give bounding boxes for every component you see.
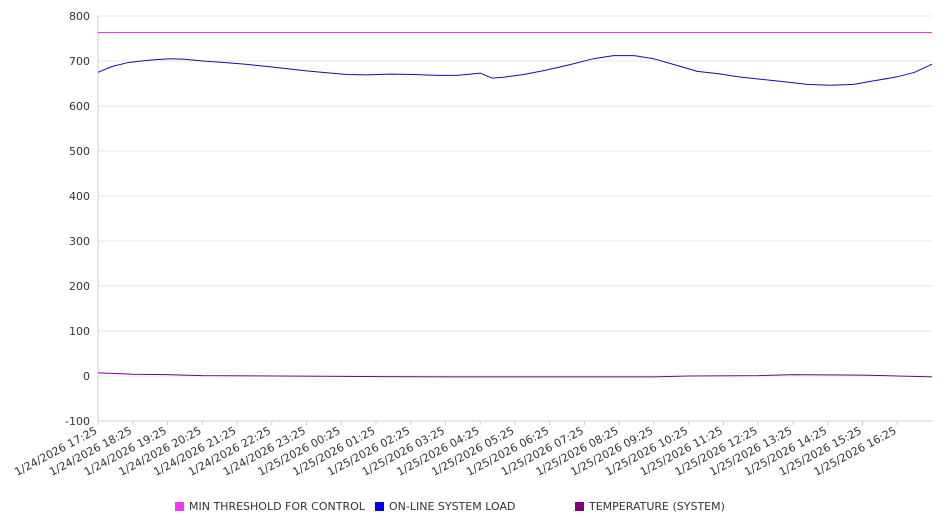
chart-legend: MIN THRESHOLD FOR CONTROL ON-LINE SYSTEM… bbox=[0, 498, 946, 514]
gridlines bbox=[98, 15, 932, 422]
legend-label-min-threshold: MIN THRESHOLD FOR CONTROL bbox=[189, 499, 365, 513]
legend-swatch-system-load bbox=[375, 501, 384, 511]
legend-label-system-load: ON-LINE SYSTEM LOAD bbox=[389, 499, 516, 513]
x-axis: 1/24/2026 17:251/24/2026 18:251/24/2026 … bbox=[12, 420, 932, 479]
y-tick-label: -100 bbox=[65, 415, 90, 428]
y-tick-label: 200 bbox=[69, 280, 90, 293]
legend-label-temperature: TEMPERATURE (SYSTEM) bbox=[589, 499, 725, 513]
y-tick-label: 400 bbox=[69, 190, 90, 203]
y-tick-label: 800 bbox=[69, 10, 90, 23]
y-tick-label: 700 bbox=[69, 55, 90, 68]
legend-item-system-load[interactable]: ON-LINE SYSTEM LOAD bbox=[375, 498, 515, 514]
legend-item-min-threshold[interactable]: MIN THRESHOLD FOR CONTROL bbox=[175, 498, 365, 514]
legend-swatch-temperature bbox=[575, 501, 584, 511]
y-axis: 800 700 600 500 400 300 200 100 0 -100 bbox=[65, 10, 99, 428]
y-tick-label: 600 bbox=[69, 100, 90, 113]
series-line-on-line-system-load bbox=[97, 55, 933, 86]
y-tick-label: 300 bbox=[69, 235, 90, 248]
y-tick-label: 0 bbox=[83, 370, 90, 383]
y-tick-label: 500 bbox=[69, 145, 90, 158]
legend-swatch-min-threshold bbox=[175, 501, 184, 511]
y-tick-label: 100 bbox=[69, 325, 90, 338]
series-lines bbox=[97, 32, 933, 378]
legend-item-temperature[interactable]: TEMPERATURE (SYSTEM) bbox=[575, 498, 725, 514]
series-line-temperature-system bbox=[97, 372, 933, 378]
